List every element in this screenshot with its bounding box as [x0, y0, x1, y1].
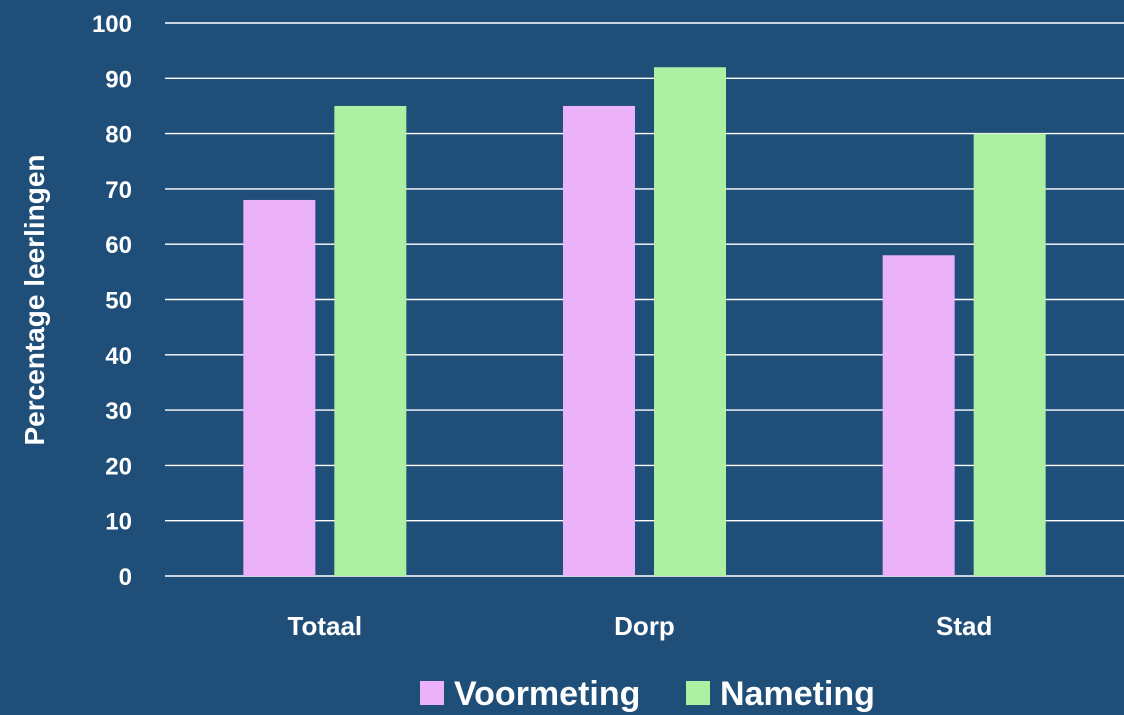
bar-nameting-stad — [973, 133, 1046, 576]
y-tick-label: 90 — [105, 66, 132, 93]
y-tick-label: 50 — [105, 288, 132, 315]
gridlines — [165, 22, 1124, 577]
legend-swatch-voormeting — [420, 681, 444, 705]
y-tick-label: 100 — [92, 11, 132, 38]
y-tick-label: 30 — [105, 398, 132, 425]
y-tick-label: 10 — [105, 509, 132, 536]
legend-swatch-nameting — [686, 681, 710, 705]
bar-nameting-totaal — [334, 105, 407, 576]
legend-label-voormeting: Voormeting — [454, 675, 640, 713]
legend-label-nameting: Nameting — [720, 675, 875, 713]
bar-voormeting-totaal — [243, 199, 316, 576]
bar-voormeting-stad — [882, 255, 955, 576]
x-category-label: Dorp — [614, 611, 675, 641]
y-tick-label: 60 — [105, 232, 132, 259]
y-tick-label: 0 — [119, 564, 132, 591]
y-axis-label: Percentage leerlingen — [19, 154, 50, 445]
bar-voormeting-dorp — [563, 105, 635, 576]
y-tick-label: 20 — [105, 453, 132, 480]
legend: Voormeting Nameting — [420, 675, 875, 713]
bars — [243, 67, 1046, 577]
x-category-label: Totaal — [288, 611, 363, 641]
bar-nameting-dorp — [654, 67, 726, 577]
y-tick-label: 80 — [105, 122, 132, 149]
y-tick-label: 70 — [105, 177, 132, 204]
y-axis-ticks: 0 10 20 30 40 50 60 70 80 90 100 — [92, 11, 132, 591]
x-category-label: Stad — [936, 611, 992, 641]
y-tick-label: 40 — [105, 343, 132, 370]
x-axis-categories: Totaal Dorp Stad — [288, 611, 993, 641]
